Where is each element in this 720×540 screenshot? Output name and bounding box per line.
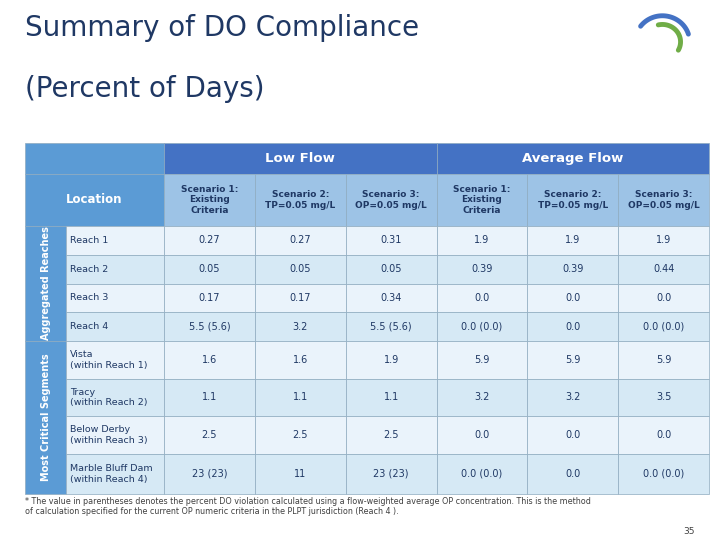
Text: 0.27: 0.27 (199, 235, 220, 245)
Text: 35: 35 (683, 526, 695, 536)
Text: 0.0 (0.0): 0.0 (0.0) (462, 469, 503, 479)
Text: 0.0 (0.0): 0.0 (0.0) (462, 322, 503, 332)
Text: 1.1: 1.1 (202, 393, 217, 402)
Text: * The value in parentheses denotes the percent DO violation calculated using a f: * The value in parentheses denotes the p… (25, 497, 591, 516)
Text: Most Critical Segments: Most Critical Segments (40, 354, 50, 481)
Text: 5.9: 5.9 (565, 355, 580, 365)
Text: 1.6: 1.6 (292, 355, 308, 365)
Text: 0.0: 0.0 (565, 430, 580, 440)
Text: 0.05: 0.05 (289, 264, 311, 274)
Text: 2.5: 2.5 (383, 430, 399, 440)
Text: 1.1: 1.1 (292, 393, 308, 402)
Text: 1.9: 1.9 (656, 235, 671, 245)
Text: 0.0: 0.0 (474, 430, 490, 440)
Text: 0.17: 0.17 (289, 293, 311, 303)
Text: 2.5: 2.5 (292, 430, 308, 440)
Text: Marble Bluff Dam
(within Reach 4): Marble Bluff Dam (within Reach 4) (71, 464, 153, 484)
Text: Tracy
(within Reach 2): Tracy (within Reach 2) (71, 388, 148, 407)
Text: 0.05: 0.05 (199, 264, 220, 274)
Text: 1.1: 1.1 (384, 393, 399, 402)
Text: 5.9: 5.9 (474, 355, 490, 365)
Text: Scenario 2:
TP=0.05 mg/L: Scenario 2: TP=0.05 mg/L (265, 190, 336, 210)
Text: 3.2: 3.2 (565, 393, 580, 402)
Text: Vista
(within Reach 1): Vista (within Reach 1) (71, 350, 148, 369)
Text: 0.44: 0.44 (653, 264, 675, 274)
Text: 0.05: 0.05 (380, 264, 402, 274)
Text: 5.9: 5.9 (656, 355, 672, 365)
Text: 0.0: 0.0 (656, 293, 671, 303)
Text: Below Derby
(within Reach 3): Below Derby (within Reach 3) (71, 426, 148, 444)
Text: Reach 2: Reach 2 (71, 265, 109, 274)
Text: 0.0: 0.0 (656, 430, 671, 440)
Text: Summary of DO Compliance: Summary of DO Compliance (25, 14, 419, 42)
Text: Low Flow: Low Flow (265, 152, 335, 165)
Text: 0.39: 0.39 (472, 264, 492, 274)
Text: 0.0: 0.0 (565, 322, 580, 332)
Text: Scenario 3:
OP=0.05 mg/L: Scenario 3: OP=0.05 mg/L (355, 190, 427, 210)
Text: 2.5: 2.5 (202, 430, 217, 440)
Text: 0.34: 0.34 (380, 293, 402, 303)
Text: 1.9: 1.9 (565, 235, 580, 245)
Text: 5.5 (5.6): 5.5 (5.6) (370, 322, 412, 332)
Text: 0.31: 0.31 (380, 235, 402, 245)
Text: 3.2: 3.2 (292, 322, 308, 332)
Text: 11: 11 (294, 469, 306, 479)
Text: 0.0: 0.0 (565, 469, 580, 479)
Text: 1.9: 1.9 (474, 235, 490, 245)
Text: Aggregated Reaches: Aggregated Reaches (40, 227, 50, 340)
Text: 0.0 (0.0): 0.0 (0.0) (643, 322, 685, 332)
Text: 5.5 (5.6): 5.5 (5.6) (189, 322, 230, 332)
Text: 3.2: 3.2 (474, 393, 490, 402)
Text: 23 (23): 23 (23) (192, 469, 227, 479)
Text: 3.5: 3.5 (656, 393, 672, 402)
Text: Reach 4: Reach 4 (71, 322, 109, 331)
Text: Average Flow: Average Flow (522, 152, 624, 165)
Text: 0.0: 0.0 (474, 293, 490, 303)
Text: Location: Location (66, 193, 123, 206)
Text: Scenario 2:
TP=0.05 mg/L: Scenario 2: TP=0.05 mg/L (538, 190, 608, 210)
Text: Reach 3: Reach 3 (71, 293, 109, 302)
Text: 0.17: 0.17 (199, 293, 220, 303)
Text: Reach 1: Reach 1 (71, 236, 109, 245)
Text: 1.9: 1.9 (384, 355, 399, 365)
Text: 0.27: 0.27 (289, 235, 311, 245)
Text: 0.0 (0.0): 0.0 (0.0) (643, 469, 685, 479)
Text: 0.39: 0.39 (562, 264, 583, 274)
Text: Scenario 3:
OP=0.05 mg/L: Scenario 3: OP=0.05 mg/L (628, 190, 700, 210)
Text: (Percent of Days): (Percent of Days) (25, 75, 265, 103)
Text: 1.6: 1.6 (202, 355, 217, 365)
Text: Scenario 1:
Existing
Criteria: Scenario 1: Existing Criteria (181, 185, 238, 215)
Text: Scenario 1:
Existing
Criteria: Scenario 1: Existing Criteria (454, 185, 510, 215)
Text: 0.0: 0.0 (565, 293, 580, 303)
Text: 23 (23): 23 (23) (374, 469, 409, 479)
